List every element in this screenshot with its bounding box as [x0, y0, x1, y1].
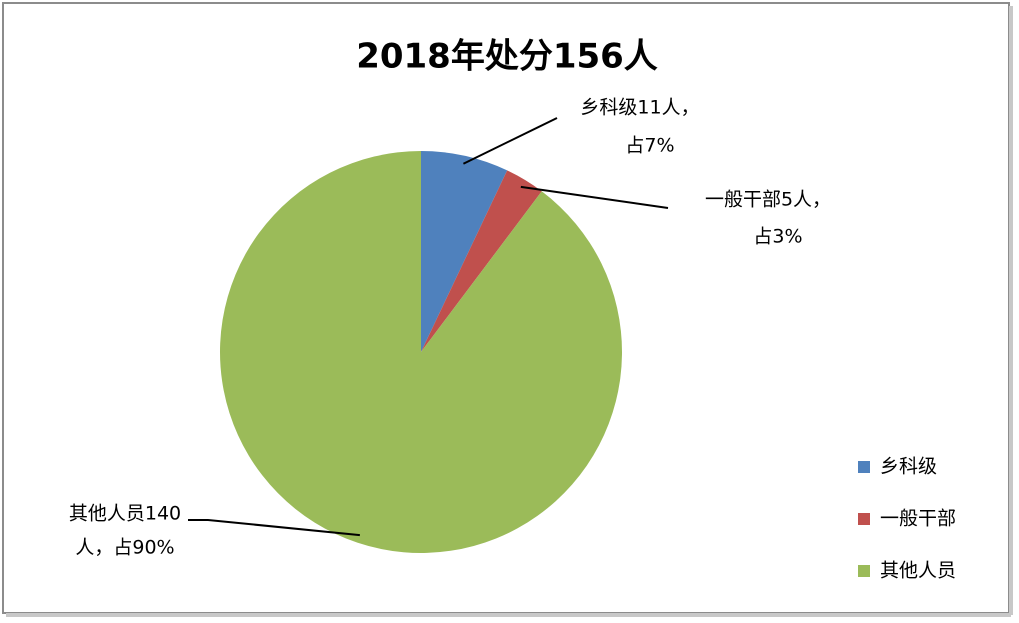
leader-line	[520, 185, 669, 209]
legend-label: 乡科级	[880, 456, 937, 478]
pie-slice	[421, 170, 542, 352]
leader-line	[188, 519, 360, 537]
legend-swatch	[858, 513, 870, 525]
data-label: 一般干部5人，	[705, 189, 831, 211]
data-label: 乡科级11人，	[580, 97, 699, 119]
legend-swatch	[858, 565, 870, 577]
pie-slice	[421, 151, 508, 352]
legend-swatch	[858, 461, 870, 473]
leader-line	[462, 117, 558, 165]
data-label: 占7%	[625, 135, 674, 157]
data-label: 其他人员140	[69, 503, 181, 525]
chart-title: 2018年处分156人	[356, 37, 658, 77]
data-label: 占3%	[753, 226, 802, 248]
legend-label: 一般干部	[880, 508, 956, 530]
legend-label: 其他人员	[880, 560, 956, 582]
data-label: 人，占90%	[75, 537, 174, 559]
pie-slice	[219, 151, 622, 553]
